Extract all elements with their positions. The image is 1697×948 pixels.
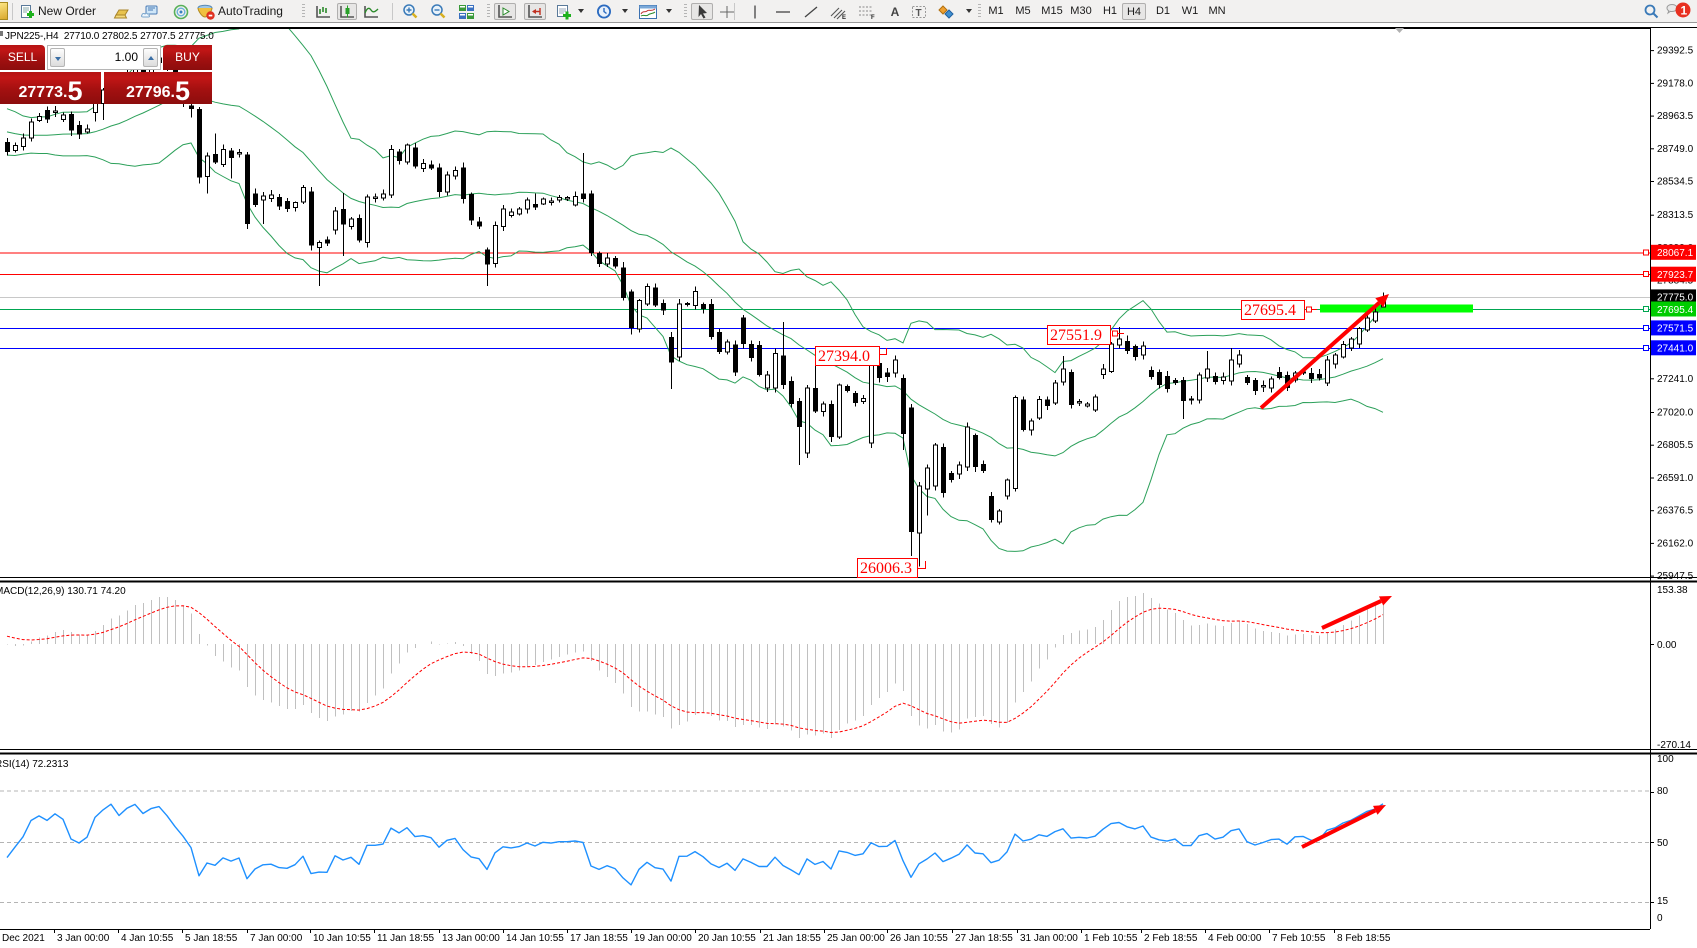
svg-text:27923.7: 27923.7 [1657,270,1694,281]
svg-text:11 Jan 18:55: 11 Jan 18:55 [377,933,435,944]
svg-text:27241.0: 27241.0 [1657,374,1694,385]
svg-text:28313.5: 28313.5 [1657,210,1694,221]
svg-text:8 Feb 18:55: 8 Feb 18:55 [1337,933,1391,944]
svg-text:RSI(14) 72.2313: RSI(14) 72.2313 [0,759,69,770]
svg-text:13 Jan 00:00: 13 Jan 00:00 [442,933,500,944]
svg-text:28534.5: 28534.5 [1657,177,1694,188]
svg-text:10 Jan 10:55: 10 Jan 10:55 [313,933,371,944]
svg-text:25947.5: 25947.5 [1657,571,1694,582]
svg-text:Dec 2021: Dec 2021 [2,933,45,944]
svg-text:29178.0: 29178.0 [1657,78,1694,89]
svg-text:F: F [871,15,875,20]
svg-text:14 Jan 10:55: 14 Jan 10:55 [506,933,564,944]
svg-text:28963.5: 28963.5 [1657,111,1694,122]
svg-text:21 Jan 18:55: 21 Jan 18:55 [763,933,821,944]
svg-text:28749.0: 28749.0 [1657,144,1694,155]
svg-text:0.00: 0.00 [1657,640,1677,651]
svg-text:27551.9: 27551.9 [1050,327,1102,344]
svg-text:27571.5: 27571.5 [1657,324,1694,335]
svg-text:27441.0: 27441.0 [1657,344,1694,355]
svg-text:27394.0: 27394.0 [818,348,870,365]
svg-text:27695.4: 27695.4 [1244,302,1296,319]
svg-text:1 Feb 10:55: 1 Feb 10:55 [1084,933,1138,944]
svg-text:80: 80 [1657,786,1669,797]
svg-text:E: E [842,15,846,20]
svg-text:26 Jan 10:55: 26 Jan 10:55 [890,933,948,944]
svg-text:28067.1: 28067.1 [1657,248,1694,259]
svg-text:17 Jan 18:55: 17 Jan 18:55 [570,933,628,944]
svg-text:29392.5: 29392.5 [1657,46,1694,57]
svg-text:5 Jan 18:55: 5 Jan 18:55 [185,933,238,944]
svg-text:27775.0: 27775.0 [1657,293,1694,304]
svg-text:15: 15 [1657,896,1669,907]
svg-text:7 Feb 10:55: 7 Feb 10:55 [1272,933,1326,944]
svg-text:25 Jan 00:00: 25 Jan 00:00 [827,933,885,944]
svg-text:19 Jan 00:00: 19 Jan 00:00 [634,933,692,944]
svg-text:26376.5: 26376.5 [1657,506,1694,517]
svg-text:26162.0: 26162.0 [1657,538,1694,549]
svg-text:26006.3: 26006.3 [860,560,912,577]
svg-text:4 Jan 10:55: 4 Jan 10:55 [121,933,174,944]
svg-text:20 Jan 10:55: 20 Jan 10:55 [698,933,756,944]
svg-text:153.38: 153.38 [1657,585,1688,596]
svg-text:T: T [916,8,922,19]
svg-text:1: 1 [1681,3,1688,17]
svg-text:26805.5: 26805.5 [1657,440,1694,451]
svg-text:27695.4: 27695.4 [1657,305,1694,316]
svg-text:0: 0 [1657,913,1663,924]
svg-text:MACD(12,26,9) 130.71 74.20: MACD(12,26,9) 130.71 74.20 [0,586,126,597]
svg-text:7 Jan 00:00: 7 Jan 00:00 [250,933,303,944]
svg-text:26591.0: 26591.0 [1657,473,1694,484]
svg-text:2 Feb 18:55: 2 Feb 18:55 [1144,933,1198,944]
svg-text:3 Jan 00:00: 3 Jan 00:00 [57,933,110,944]
svg-text:31 Jan 00:00: 31 Jan 00:00 [1020,933,1078,944]
svg-text:-270.14: -270.14 [1657,740,1691,751]
svg-text:100: 100 [1657,754,1674,765]
svg-text:27020.0: 27020.0 [1657,408,1694,419]
svg-text:27 Jan 18:55: 27 Jan 18:55 [955,933,1013,944]
svg-text:50: 50 [1657,838,1669,849]
svg-text:4 Feb 00:00: 4 Feb 00:00 [1208,933,1262,944]
